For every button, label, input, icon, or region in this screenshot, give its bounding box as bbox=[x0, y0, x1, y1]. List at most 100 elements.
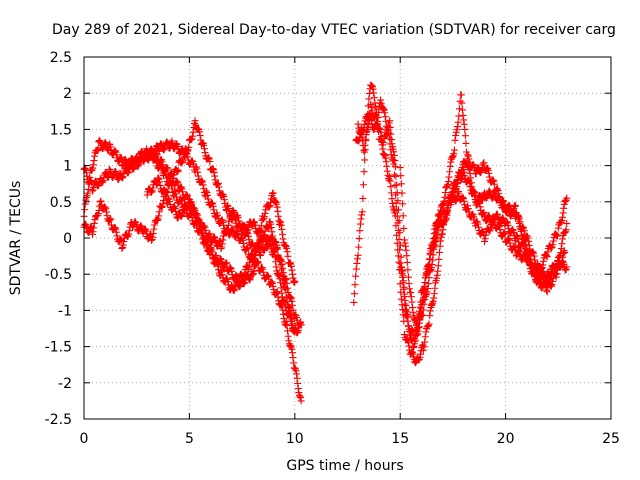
data-point bbox=[272, 263, 280, 271]
data-point bbox=[292, 367, 300, 375]
data-point bbox=[403, 252, 411, 260]
data-point bbox=[241, 222, 249, 230]
data-point bbox=[534, 268, 542, 276]
data-point bbox=[426, 267, 434, 275]
data-point bbox=[369, 85, 377, 93]
data-point bbox=[388, 195, 396, 203]
data-point bbox=[250, 267, 258, 275]
data-point bbox=[433, 231, 441, 239]
data-point bbox=[220, 192, 228, 200]
data-point bbox=[210, 168, 218, 176]
data-point bbox=[102, 139, 110, 147]
data-point bbox=[520, 227, 528, 235]
data-point bbox=[381, 113, 389, 121]
data-point bbox=[390, 205, 398, 213]
data-point bbox=[396, 241, 404, 249]
data-point bbox=[501, 230, 509, 238]
data-point bbox=[365, 115, 373, 123]
data-point bbox=[149, 184, 157, 192]
data-point bbox=[217, 255, 225, 263]
data-point bbox=[442, 216, 450, 224]
data-point bbox=[413, 331, 421, 339]
data-point bbox=[417, 350, 425, 358]
data-point bbox=[143, 145, 151, 153]
data-point bbox=[453, 126, 461, 134]
data-point bbox=[415, 323, 423, 331]
x-tick-label: 20 bbox=[497, 431, 515, 447]
data-point bbox=[425, 274, 433, 282]
data-point bbox=[285, 337, 293, 345]
data-point bbox=[122, 158, 130, 166]
data-point bbox=[194, 168, 202, 176]
data-point bbox=[418, 342, 426, 350]
y-tick-label: -1.5 bbox=[45, 340, 72, 356]
data-point bbox=[385, 176, 393, 184]
data-point bbox=[441, 189, 449, 197]
data-point bbox=[234, 231, 242, 239]
data-point bbox=[109, 173, 117, 181]
data-point bbox=[188, 157, 196, 165]
data-point bbox=[358, 208, 366, 216]
data-point bbox=[399, 271, 407, 279]
data-point bbox=[218, 243, 226, 251]
data-point bbox=[200, 145, 208, 153]
data-point bbox=[403, 258, 411, 266]
data-point bbox=[455, 112, 463, 120]
data-point bbox=[111, 167, 119, 175]
data-point bbox=[201, 149, 209, 157]
data-point bbox=[402, 246, 410, 254]
data-point bbox=[446, 168, 454, 176]
data-point bbox=[558, 240, 566, 248]
data-point bbox=[183, 191, 191, 199]
data-point bbox=[563, 194, 571, 202]
data-point bbox=[393, 212, 401, 220]
data-point bbox=[563, 263, 571, 271]
data-point bbox=[384, 171, 392, 179]
data-point bbox=[370, 89, 378, 97]
y-tick-label: 0.5 bbox=[50, 195, 72, 211]
data-point bbox=[194, 172, 202, 180]
data-point bbox=[426, 312, 434, 320]
data-point bbox=[224, 281, 232, 289]
data-point bbox=[396, 259, 404, 267]
data-point bbox=[270, 245, 278, 253]
data-point bbox=[423, 288, 431, 296]
data-point bbox=[219, 236, 227, 244]
data-point bbox=[236, 283, 244, 291]
data-point bbox=[381, 109, 389, 117]
data-point bbox=[516, 218, 524, 226]
data-point bbox=[390, 171, 398, 179]
data-point bbox=[388, 140, 396, 148]
data-point bbox=[387, 136, 395, 144]
data-point bbox=[465, 208, 473, 216]
data-point bbox=[290, 359, 298, 367]
data-point bbox=[557, 245, 565, 253]
data-point bbox=[272, 198, 280, 206]
data-point bbox=[189, 132, 197, 140]
data-point bbox=[424, 285, 432, 293]
data-point bbox=[251, 257, 259, 265]
data-point bbox=[282, 321, 290, 329]
data-point bbox=[278, 225, 286, 233]
data-point bbox=[350, 298, 358, 306]
data-point bbox=[399, 277, 407, 285]
data-point bbox=[353, 259, 361, 267]
data-point bbox=[282, 303, 289, 311]
data-point bbox=[559, 258, 567, 266]
x-axis-label: GPS time / hours bbox=[286, 458, 403, 474]
data-point bbox=[281, 299, 289, 307]
data-point bbox=[361, 156, 369, 164]
data-point bbox=[249, 271, 257, 279]
data-point bbox=[434, 267, 442, 275]
data-point bbox=[444, 180, 452, 188]
data-point bbox=[459, 111, 467, 119]
data-point bbox=[433, 271, 441, 279]
data-point bbox=[169, 174, 177, 182]
data-point bbox=[496, 226, 504, 234]
data-point bbox=[171, 204, 179, 212]
data-point bbox=[434, 227, 442, 235]
data-point bbox=[191, 117, 199, 125]
data-point bbox=[563, 220, 571, 228]
data-point bbox=[240, 280, 248, 288]
y-tick-label: 2 bbox=[63, 86, 72, 102]
